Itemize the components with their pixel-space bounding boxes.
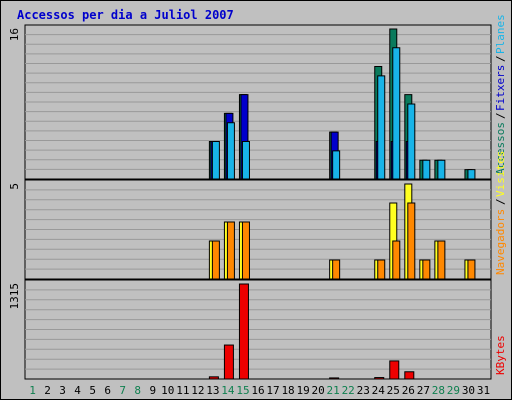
bar-planes — [437, 159, 446, 180]
x-tick-label: 7 — [119, 384, 126, 397]
x-tick-label: 2 — [44, 384, 51, 397]
x-tick-label: 27 — [417, 384, 430, 397]
x-tick-label: 22 — [342, 384, 355, 397]
y-max-label: 1315 — [8, 283, 21, 310]
legend-fitxers: Fitxers — [494, 65, 507, 111]
x-tick-label: 12 — [191, 384, 204, 397]
chart-title: Accessos per dia a Juliol 2007 — [17, 8, 234, 22]
bar-planes — [467, 169, 476, 180]
x-tick-label: 10 — [161, 384, 174, 397]
x-tick-label: 6 — [104, 384, 111, 397]
panel-middle: 5 Navegadors /Visites — [8, 151, 507, 280]
bar-kbytes — [329, 377, 340, 380]
x-tick-label: 21 — [327, 384, 340, 397]
bar-navegadors — [241, 221, 250, 280]
bar-navegadors — [437, 240, 446, 280]
x-tick-label: 17 — [266, 384, 279, 397]
x-tick-label: 28 — [432, 384, 445, 397]
bar-planes — [241, 141, 250, 180]
legend-separator: / — [494, 112, 507, 119]
x-tick-label: 5 — [89, 384, 96, 397]
bar-kbytes — [404, 371, 415, 380]
bar-navegadors — [407, 202, 416, 280]
x-tick-label: 13 — [206, 384, 219, 397]
bar-planes — [392, 47, 401, 180]
chart-panels: 16Accessos/Fitxers/Planes5Navegadors/Vis… — [8, 14, 507, 380]
x-tick-label: 9 — [149, 384, 156, 397]
bar-navegadors — [211, 240, 220, 280]
y-max-label: 16 — [8, 28, 21, 41]
bar-planes — [377, 75, 386, 180]
x-tick-label: 14 — [221, 384, 235, 397]
x-tick-label: 29 — [447, 384, 460, 397]
bar-navegadors — [392, 240, 401, 280]
legend-navegadors: Navegadors — [494, 209, 507, 275]
x-tick-label: 11 — [176, 384, 189, 397]
x-tick-label: 4 — [74, 384, 81, 397]
bar-kbytes — [374, 377, 385, 380]
bar-kbytes — [389, 360, 400, 380]
legend-bottom: KBytes — [494, 335, 507, 375]
legend-accessos: Accessos — [494, 122, 507, 175]
x-tick-label: 23 — [357, 384, 370, 397]
bar-navegadors — [377, 259, 386, 280]
x-tick-label: 19 — [296, 384, 309, 397]
x-tick-label: 15 — [236, 384, 249, 397]
x-tick-label: 8 — [134, 384, 141, 397]
x-tick-label: 1 — [29, 384, 36, 397]
x-tick-label: 30 — [462, 384, 475, 397]
legend-middle: Navegadors /Visites — [494, 151, 507, 275]
legend-separator: / — [494, 55, 507, 62]
bar-navegadors — [422, 259, 431, 280]
bar-planes — [226, 122, 235, 180]
x-tick-label: 16 — [251, 384, 264, 397]
y-max-label: 5 — [8, 183, 21, 190]
legend-separator: / — [494, 198, 507, 205]
bar-planes — [211, 141, 220, 180]
bar-kbytes — [238, 283, 249, 380]
x-tick-label: 31 — [477, 384, 490, 397]
x-axis-labels: 1 2 3 4 5 6 7 8 9 10 11 12 13 14 15 16 17 18 19 20 21 22 23 24 2… — [29, 384, 490, 397]
x-tick-label: 24 — [372, 384, 386, 397]
bar-planes — [332, 150, 341, 180]
bar-navegadors — [467, 259, 476, 280]
bar-kbytes — [223, 344, 234, 380]
bar-planes — [407, 103, 416, 180]
x-tick-label: 3 — [59, 384, 66, 397]
bar-kbytes — [208, 376, 219, 380]
legend-kbytes: KBytes — [494, 335, 507, 375]
x-tick-label: 26 — [402, 384, 415, 397]
bars-bottom — [208, 283, 415, 380]
x-tick-label: 18 — [281, 384, 294, 397]
bars-top — [208, 28, 476, 180]
x-tick-label: 20 — [312, 384, 325, 397]
legend-planes: Planes — [494, 14, 507, 54]
bar-navegadors — [332, 259, 341, 280]
legend-top: Accessos/Fitxers/Planes — [494, 14, 507, 175]
bar-navegadors — [226, 221, 235, 280]
bars-middle — [208, 183, 476, 280]
x-tick-label: 25 — [387, 384, 400, 397]
legend-visites: Visites — [494, 151, 507, 197]
bar-planes — [422, 159, 431, 180]
panel-bottom: 1315 KBytes — [8, 279, 507, 380]
